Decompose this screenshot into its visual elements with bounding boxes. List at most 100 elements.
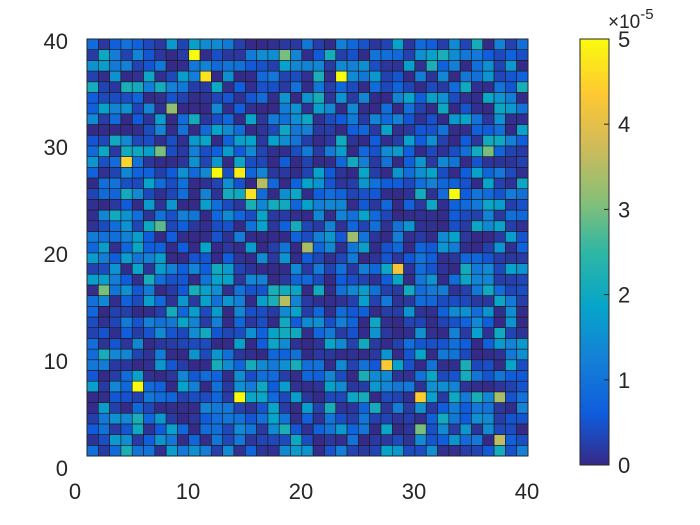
heatmap-cell <box>199 370 212 382</box>
heatmap-cell <box>358 338 370 350</box>
heatmap-cell <box>165 306 178 318</box>
heatmap-cell <box>335 167 348 179</box>
heatmap-cell <box>188 113 201 125</box>
heatmap-cell <box>143 113 156 125</box>
heatmap-cell <box>448 124 461 136</box>
heatmap-cell <box>188 380 201 393</box>
heatmap-cell <box>516 81 529 93</box>
heatmap-cell <box>120 92 133 104</box>
heatmap-cell <box>256 60 269 72</box>
heatmap-cell <box>392 434 404 446</box>
heatmap-cell <box>199 70 212 83</box>
heatmap-cell <box>211 220 223 232</box>
heatmap-cell <box>324 306 337 318</box>
heatmap-cell <box>448 412 461 425</box>
heatmap-cell <box>109 81 122 93</box>
heatmap-cell <box>222 348 235 361</box>
heatmap-cell <box>199 113 212 125</box>
heatmap-cell <box>256 49 269 61</box>
heatmap-cell <box>109 124 122 136</box>
heatmap-cell <box>414 209 427 222</box>
heatmap-cell <box>459 380 472 393</box>
heatmap-cell <box>165 220 178 232</box>
heatmap-cell <box>233 156 246 168</box>
heatmap-cell <box>437 145 450 157</box>
heatmap-cell <box>392 380 404 393</box>
heatmap-cell <box>471 102 484 115</box>
heatmap-cell <box>312 284 325 296</box>
heatmap-cell <box>425 434 438 446</box>
heatmap-cell <box>177 156 190 168</box>
heatmap-cell <box>425 81 438 93</box>
heatmap-cell <box>143 231 156 243</box>
heatmap-cell <box>448 338 461 350</box>
heatmap-cell <box>505 295 517 307</box>
heatmap-cell <box>233 209 246 222</box>
heatmap-cell <box>471 145 484 157</box>
heatmap-cell <box>425 156 438 168</box>
heatmap-cell <box>199 81 212 93</box>
heatmap-cell <box>437 348 450 361</box>
heatmap-cell <box>324 92 337 104</box>
heatmap-cell <box>346 348 359 361</box>
heatmap-cell <box>86 167 99 179</box>
heatmap-cell <box>324 134 337 147</box>
heatmap-cell <box>380 412 393 425</box>
heatmap-cell <box>199 220 212 232</box>
heatmap-cell <box>482 134 495 147</box>
heatmap-cell <box>346 370 359 382</box>
heatmap-cell <box>131 231 144 243</box>
heatmap-cell <box>380 102 393 115</box>
heatmap-cell <box>245 167 257 179</box>
heatmap-cell <box>425 241 438 254</box>
heatmap-cell <box>165 124 178 136</box>
heatmap-cell <box>177 81 190 93</box>
heatmap-cell <box>403 284 416 296</box>
heatmap-cell <box>188 70 201 83</box>
heatmap-cell <box>459 412 472 425</box>
heatmap-cell <box>98 220 110 232</box>
heatmap-cell <box>414 370 427 382</box>
heatmap-cell <box>369 188 382 200</box>
heatmap-cell <box>245 263 257 275</box>
heatmap-cell <box>493 209 506 222</box>
heatmap-cell <box>98 177 110 189</box>
heatmap-cell <box>516 295 529 307</box>
heatmap-cell <box>335 306 348 318</box>
heatmap-cell <box>380 359 393 371</box>
heatmap-cell <box>233 327 246 339</box>
heatmap-cell <box>471 284 484 296</box>
heatmap-cell <box>369 359 382 371</box>
heatmap-cell <box>482 70 495 83</box>
heatmap-cell <box>482 359 495 371</box>
heatmap-cell <box>425 306 438 318</box>
heatmap-cell <box>392 412 404 425</box>
heatmap-cell <box>380 177 393 189</box>
heatmap-cell <box>278 167 291 179</box>
heatmap-cell <box>177 92 190 104</box>
heatmap-cell <box>267 134 280 147</box>
heatmap-cell <box>312 145 325 157</box>
heatmap-cell <box>301 167 314 179</box>
heatmap-cell <box>516 316 529 328</box>
heatmap-cell <box>346 209 359 222</box>
heatmap-cell <box>86 81 99 93</box>
heatmap-cell <box>278 81 291 93</box>
heatmap-cell <box>98 231 110 243</box>
heatmap-cell <box>267 380 280 393</box>
heatmap-cell <box>369 263 382 275</box>
heatmap-cell <box>233 113 246 125</box>
heatmap-cell <box>437 156 450 168</box>
heatmap-cell <box>86 70 99 83</box>
heatmap-cell <box>324 338 337 350</box>
heatmap-cell <box>516 402 529 414</box>
heatmap-cell <box>505 359 517 371</box>
heatmap-cell <box>177 391 190 403</box>
heatmap-cell <box>278 412 291 425</box>
heatmap-cell <box>301 391 314 403</box>
heatmap-cell <box>267 402 280 414</box>
heatmap-cell <box>188 348 201 361</box>
heatmap-cell <box>177 252 190 264</box>
heatmap-cell <box>380 402 393 414</box>
heatmap-cell <box>98 81 110 93</box>
